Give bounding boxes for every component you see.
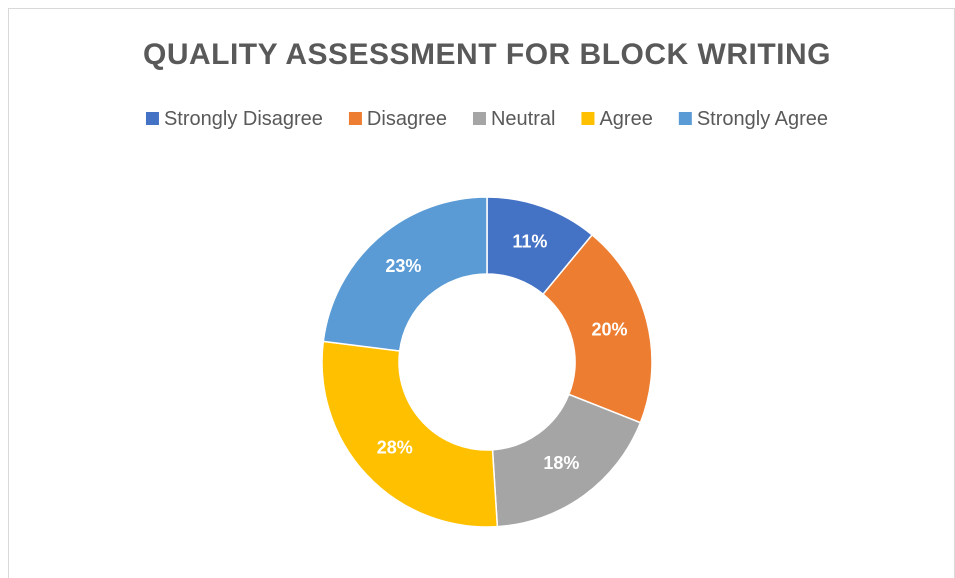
- slice: [322, 196, 488, 352]
- slice: [542, 233, 653, 424]
- legend-swatch: [472, 112, 486, 125]
- data-label: 20%: [592, 319, 628, 339]
- legend-label: Strongly Agree: [697, 108, 828, 130]
- legend-swatch: [678, 112, 692, 125]
- legend-swatch: [145, 112, 159, 125]
- legend-label: Agree: [599, 108, 652, 130]
- data-label: 28%: [377, 437, 413, 457]
- legend-swatch: [581, 112, 595, 125]
- slice: [321, 340, 499, 528]
- chart-title: QUALITY ASSESSMENT FOR BLOCK WRITING: [143, 38, 831, 71]
- data-label: 11%: [512, 232, 547, 252]
- data-label: 23%: [385, 256, 421, 276]
- legend-label: Neutral: [491, 108, 555, 130]
- legend-swatch: [348, 112, 362, 125]
- legend-label: Strongly Disagree: [164, 108, 323, 130]
- legend: Strongly Disagree Disagree Neutral Agree Str…: [145, 108, 828, 130]
- data-label: 18%: [543, 453, 579, 473]
- legend-label: Disagree: [367, 108, 447, 130]
- slice: [491, 393, 642, 528]
